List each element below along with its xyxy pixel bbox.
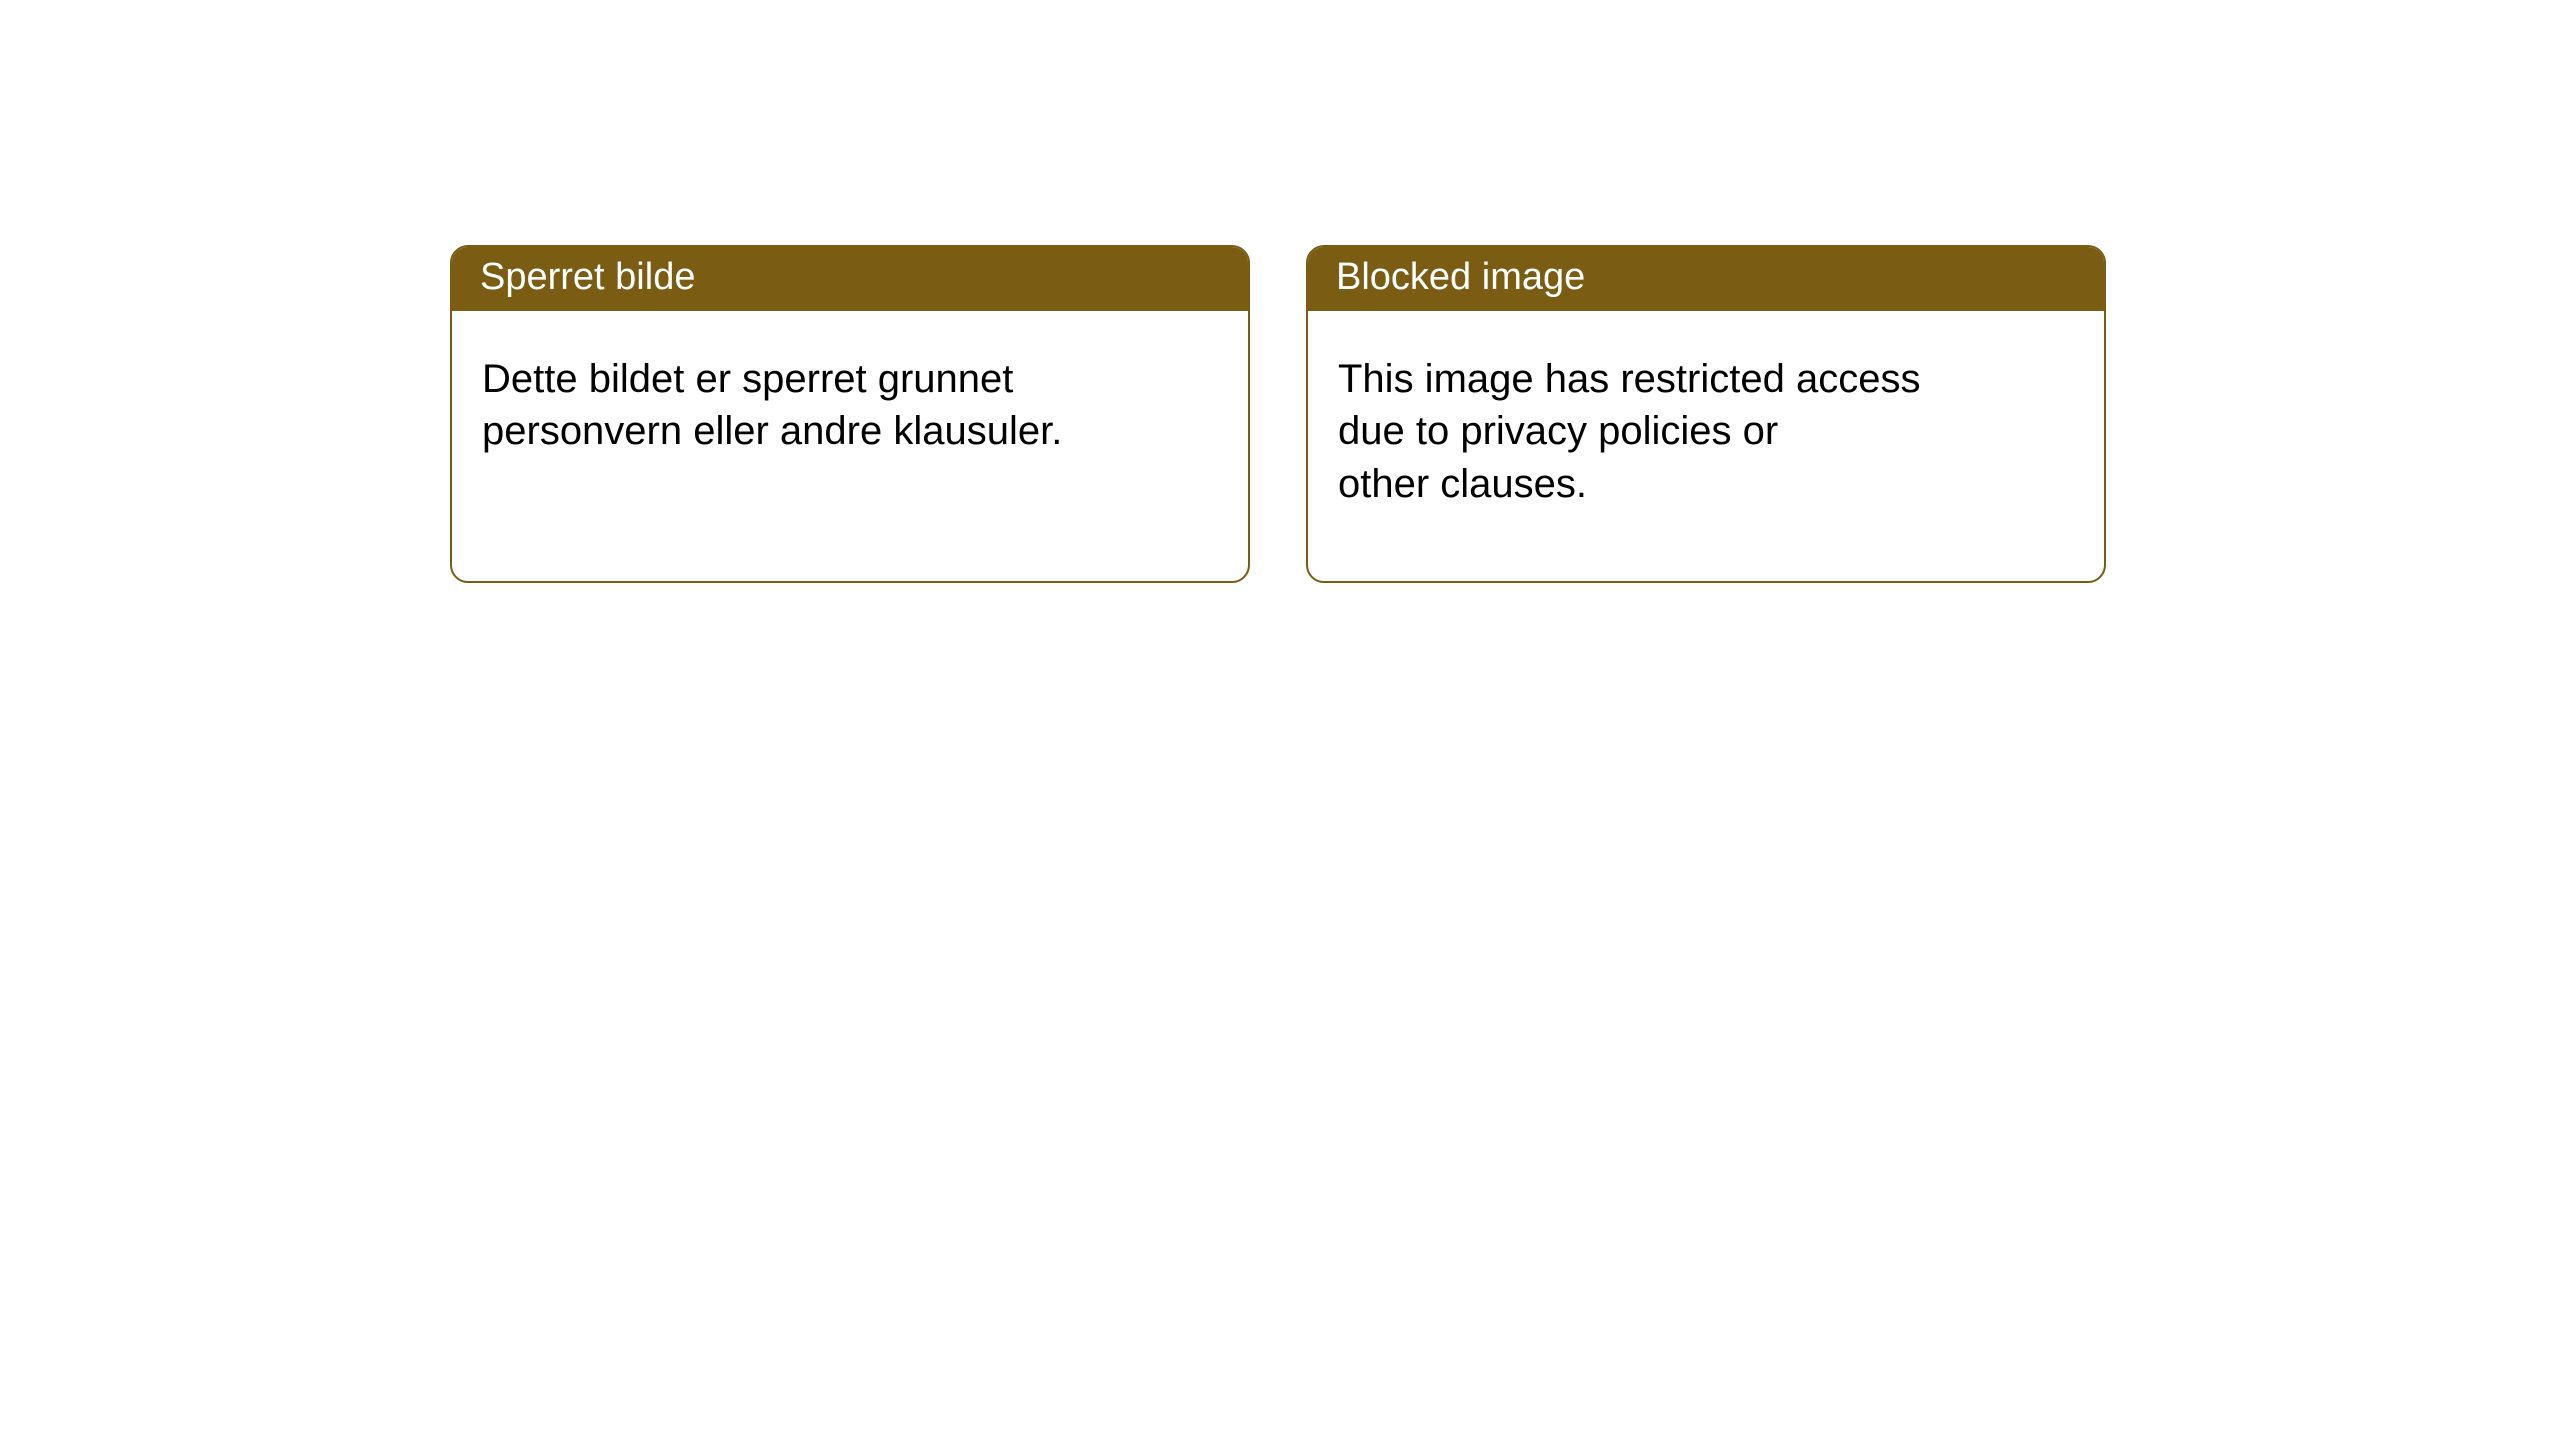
notice-body: Dette bildet er sperret grunnet personve… xyxy=(452,311,1248,489)
notice-body: This image has restricted access due to … xyxy=(1308,311,2104,541)
notices-container: Sperret bilde Dette bildet er sperret gr… xyxy=(450,245,2106,583)
notice-card-english: Blocked image This image has restricted … xyxy=(1306,245,2106,583)
notice-body-line: other clauses. xyxy=(1338,458,2074,511)
notice-title: Blocked image xyxy=(1336,256,1585,298)
notice-title: Sperret bilde xyxy=(480,256,695,298)
notice-body-line: This image has restricted access xyxy=(1338,353,2074,406)
notice-body-line: Dette bildet er sperret grunnet xyxy=(482,353,1218,406)
notice-header: Blocked image xyxy=(1308,247,2104,311)
notice-body-line: personvern eller andre klausuler. xyxy=(482,405,1218,458)
notice-body-line: due to privacy policies or xyxy=(1338,405,2074,458)
notice-header: Sperret bilde xyxy=(452,247,1248,311)
notice-card-norwegian: Sperret bilde Dette bildet er sperret gr… xyxy=(450,245,1250,583)
